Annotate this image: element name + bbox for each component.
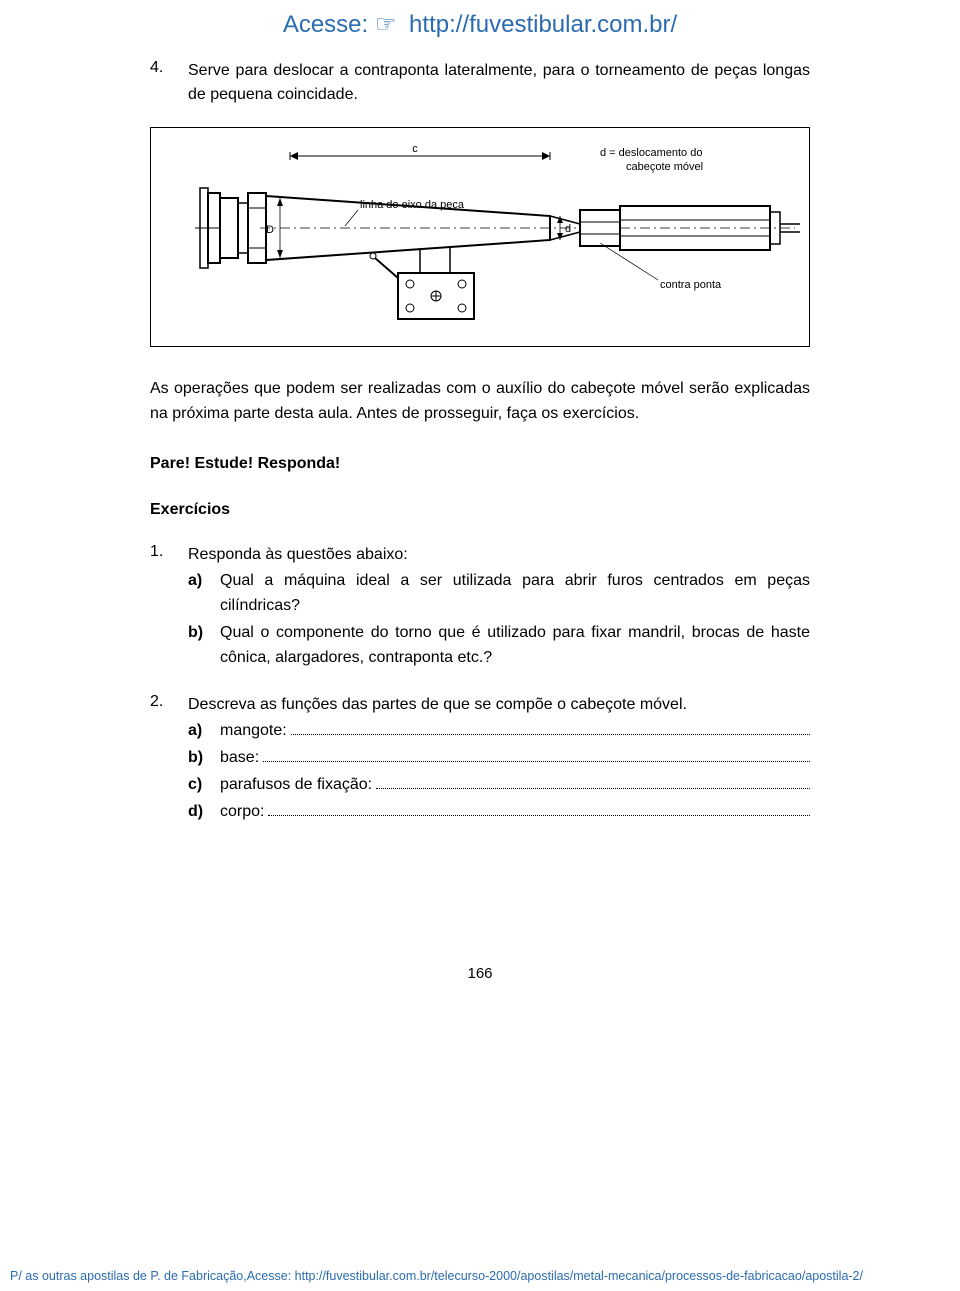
sub-letter: a)	[188, 719, 220, 744]
svg-text:cabeçote móvel: cabeçote móvel	[626, 161, 703, 173]
fill-blank[interactable]	[291, 721, 810, 735]
header-url: http://fuvestibular.com.br/	[409, 11, 677, 38]
svg-text:d: d	[565, 223, 571, 235]
footer-link[interactable]: P/ as outras apostilas de P. de Fabricaç…	[0, 1269, 960, 1283]
exercicios-heading: Exercícios	[150, 501, 810, 519]
exercise-number: 1.	[150, 543, 188, 671]
lathe-diagram: c d = deslocamento do cabeçote móvel D	[159, 138, 801, 338]
exercise-2c: c) parafusos de fixação:	[188, 773, 810, 798]
technical-figure: c d = deslocamento do cabeçote móvel D	[150, 127, 810, 347]
fill-blank[interactable]	[268, 801, 810, 815]
sub-letter: c)	[188, 773, 220, 798]
header-prefix: Acesse:	[283, 11, 368, 38]
exercise-2a: a) mangote:	[188, 719, 810, 744]
sub-letter: a)	[188, 569, 220, 619]
item-number: 4.	[150, 59, 188, 107]
exercise-intro: Descreva as funções das partes de que se…	[188, 693, 810, 718]
pare-estude-responda: Pare! Estude! Responda!	[150, 455, 810, 473]
sub-letter: b)	[188, 621, 220, 671]
exercise-1: 1. Responda às questões abaixo: a) Qual …	[150, 543, 810, 671]
fill-label: corpo:	[220, 800, 264, 825]
sub-text: Qual o componente do torno que é utiliza…	[220, 621, 810, 671]
page-content: 4. Serve para deslocar a contraponta lat…	[0, 59, 960, 982]
exercise-intro: Responda às questões abaixo:	[188, 543, 810, 568]
svg-text:c: c	[412, 143, 418, 155]
fill-label: parafusos de fixação:	[220, 773, 372, 798]
sub-letter: d)	[188, 800, 220, 825]
pointing-hand-icon: ☞	[375, 11, 397, 38]
footer-text: P/ as outras apostilas de P. de Fabricaç…	[10, 1269, 863, 1283]
exercise-1b: b) Qual o componente do torno que é util…	[188, 621, 810, 671]
svg-text:D: D	[266, 224, 274, 236]
item-text: Serve para deslocar a contraponta latera…	[188, 59, 810, 107]
sub-letter: b)	[188, 746, 220, 771]
svg-text:contra ponta: contra ponta	[660, 279, 722, 291]
header-link[interactable]: Acesse: ☞ http://fuvestibular.com.br/	[0, 0, 960, 59]
exercise-2b: b) base:	[188, 746, 810, 771]
svg-text:linha do eixo da peça: linha do eixo da peça	[360, 199, 465, 211]
fill-blank[interactable]	[263, 748, 810, 762]
page-number: 166	[150, 965, 810, 982]
paragraph-operacoes: As operações que podem ser realizadas co…	[150, 377, 810, 427]
exercise-2: 2. Descreva as funções das partes de que…	[150, 693, 810, 825]
exercise-1a: a) Qual a máquina ideal a ser utilizada …	[188, 569, 810, 619]
list-item-4: 4. Serve para deslocar a contraponta lat…	[150, 59, 810, 107]
svg-text:d = deslocamento do: d = deslocamento do	[600, 147, 702, 159]
sub-text: Qual a máquina ideal a ser utilizada par…	[220, 569, 810, 619]
exercise-2d: d) corpo:	[188, 800, 810, 825]
exercise-number: 2.	[150, 693, 188, 825]
fill-blank[interactable]	[376, 775, 810, 789]
fill-label: base:	[220, 746, 259, 771]
fill-label: mangote:	[220, 719, 287, 744]
